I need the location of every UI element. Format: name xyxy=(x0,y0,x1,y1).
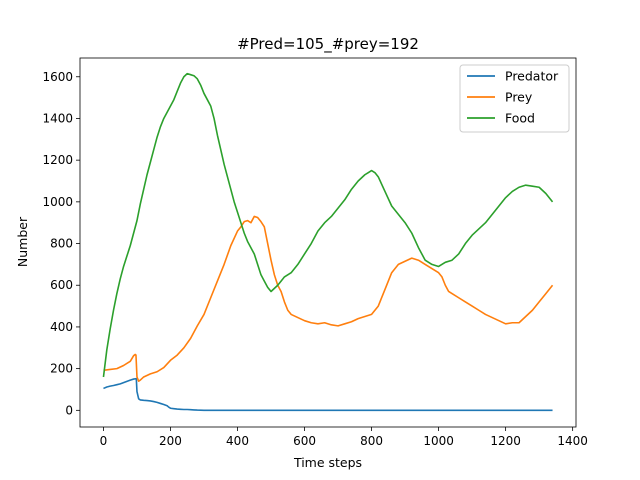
y-tick-label: 400 xyxy=(50,320,73,334)
y-tick-label: 1400 xyxy=(42,111,73,125)
legend: Predator Prey Food xyxy=(459,64,570,133)
x-tick-label: 1200 xyxy=(490,434,521,448)
x-tick-label: 0 xyxy=(100,434,108,448)
y-tick-label: 600 xyxy=(50,278,73,292)
legend-label-food: Food xyxy=(505,111,535,126)
y-tick-label: 200 xyxy=(50,362,73,376)
x-tick-label: 400 xyxy=(226,434,249,448)
y-axis: 0 200 400 600 800 1000 1200 1400 1600 xyxy=(42,70,80,417)
y-tick-label: 0 xyxy=(65,403,73,417)
chart-title: #Pred=105_#prey=192 xyxy=(237,35,419,54)
plot-frame xyxy=(79,57,577,428)
x-tick-label: 1400 xyxy=(557,434,588,448)
x-tick-label: 1000 xyxy=(423,434,454,448)
y-tick-label: 1000 xyxy=(42,195,73,209)
y-tick-label: 1200 xyxy=(42,153,73,167)
legend-label-predator: Predator xyxy=(505,69,559,84)
x-tick-label: 800 xyxy=(360,434,383,448)
x-tick-label: 600 xyxy=(293,434,316,448)
y-tick-label: 800 xyxy=(50,237,73,251)
series-line-prey xyxy=(103,215,554,382)
legend-box xyxy=(459,64,570,133)
x-tick-label: 200 xyxy=(159,434,182,448)
y-axis-label: Number xyxy=(15,216,30,267)
series-layer xyxy=(102,72,554,412)
series-line-predator xyxy=(103,377,553,412)
legend-label-prey: Prey xyxy=(505,90,533,105)
x-axis: 0 200 400 600 800 1000 1200 1400 xyxy=(100,427,588,448)
y-tick-label: 1600 xyxy=(42,70,73,84)
series-line-food xyxy=(102,72,554,378)
x-axis-label: Time steps xyxy=(293,455,362,470)
